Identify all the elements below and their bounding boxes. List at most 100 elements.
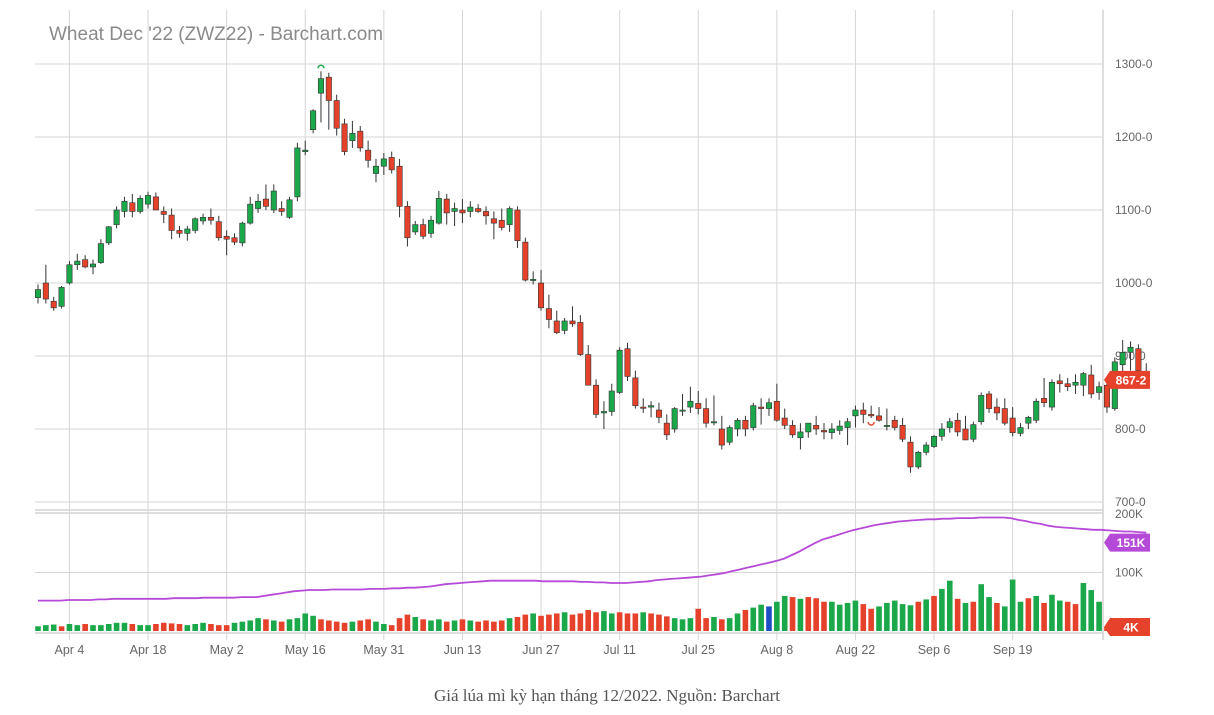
- candle-body: [129, 202, 136, 212]
- volume-bar: [349, 621, 356, 631]
- candle-body: [765, 402, 772, 409]
- candle-body: [1096, 386, 1103, 393]
- volume-bar: [412, 616, 419, 631]
- candle-body: [545, 308, 552, 320]
- volume-bar: [215, 625, 222, 631]
- volume-bar: [1017, 601, 1024, 631]
- volume-bar: [805, 597, 812, 631]
- candle-body: [475, 208, 482, 212]
- volume-bar: [844, 602, 851, 631]
- volume-bar: [813, 598, 819, 631]
- price-tick-label: 800-0: [1115, 422, 1146, 436]
- volume-bar: [836, 604, 843, 631]
- volume-bar: [121, 622, 128, 631]
- date-tick-label: Sep 19: [993, 643, 1033, 657]
- candle-body: [1048, 381, 1055, 408]
- candle-body: [891, 419, 898, 428]
- candle-body: [1135, 348, 1142, 371]
- candle-body: [412, 224, 419, 233]
- candle-body: [954, 419, 961, 433]
- volume-bar: [601, 611, 607, 631]
- volume-bar: [774, 601, 780, 631]
- candle-body: [50, 300, 57, 309]
- volume-bar: [648, 613, 654, 631]
- candle-body: [640, 406, 647, 409]
- candle-body: [498, 219, 505, 228]
- volume-bar: [475, 621, 481, 631]
- volume-bar: [1096, 601, 1102, 631]
- candle-body: [388, 157, 395, 171]
- candle-body: [632, 377, 639, 406]
- volume-tick-label: 200K: [1115, 507, 1143, 521]
- volume-bar: [333, 621, 340, 631]
- volume-bar: [758, 604, 764, 631]
- candle-body: [380, 158, 387, 167]
- candle-body: [938, 428, 945, 437]
- volume-bar: [884, 602, 890, 631]
- volume-bar: [247, 620, 254, 631]
- volume-bar: [546, 614, 552, 631]
- candle-body: [876, 415, 883, 421]
- candle-body: [200, 217, 207, 222]
- volume-bar: [640, 612, 647, 631]
- candle-body: [1080, 373, 1087, 386]
- volume-bar: [184, 625, 191, 631]
- last-volume-badge-shape: [1104, 618, 1150, 636]
- date-tick-label: Apr 4: [54, 643, 84, 657]
- date-tick-label: Jul 25: [682, 643, 715, 657]
- last-price-badge-shape: [1104, 370, 1150, 389]
- volume-bar: [939, 588, 945, 631]
- candle-body: [514, 209, 521, 241]
- volume-bar: [978, 584, 984, 631]
- volume-bar: [302, 613, 309, 631]
- volume-bar: [561, 612, 568, 631]
- candle-body: [1064, 383, 1071, 387]
- candle-body: [593, 384, 600, 415]
- price-tick-label: 700-0: [1115, 495, 1146, 509]
- candle-body: [207, 217, 214, 221]
- candle-body: [184, 228, 191, 234]
- volume-bar: [404, 614, 411, 631]
- candle-body: [270, 190, 277, 211]
- candle-body: [286, 199, 293, 218]
- candle-body: [365, 149, 372, 161]
- candle-body: [459, 209, 466, 214]
- candle-body: [1009, 417, 1016, 433]
- volume-bar: [506, 618, 513, 631]
- candle-body: [1056, 380, 1063, 385]
- extreme-markers: [317, 64, 875, 426]
- candle-body: [836, 425, 843, 431]
- volume-bar: [860, 604, 867, 631]
- volume-bar: [742, 609, 749, 631]
- volume-bar: [491, 621, 497, 631]
- volume-bar: [577, 613, 584, 631]
- date-tick-label: Jul 11: [603, 643, 635, 657]
- volume-bar: [153, 623, 159, 631]
- volume-bar: [428, 620, 434, 631]
- candle-body: [923, 444, 930, 453]
- volume-bar: [1025, 598, 1032, 631]
- candle-body: [1119, 352, 1126, 366]
- volume-bar: [341, 622, 348, 631]
- volume-bar: [263, 619, 269, 631]
- volume-axis-labels: 100K 200K: [1115, 507, 1143, 580]
- volume-bar: [986, 597, 992, 631]
- candle-body: [435, 198, 442, 224]
- candle-body: [655, 409, 662, 418]
- candle-body: [530, 279, 537, 281]
- candle-body: [223, 235, 230, 240]
- candle-body: [247, 203, 254, 224]
- candle-body: [852, 409, 859, 417]
- volume-bar: [420, 619, 426, 631]
- candle-body: [585, 354, 592, 386]
- candle-body: [899, 425, 906, 440]
- candle-body: [349, 133, 356, 141]
- volume-bar: [797, 598, 804, 631]
- volume-bar: [734, 613, 741, 631]
- candle-body: [781, 417, 788, 426]
- candle-body: [813, 425, 820, 430]
- candle-body: [467, 206, 474, 212]
- volume-bar: [829, 601, 835, 631]
- candle-body: [726, 427, 733, 443]
- volume-bar: [168, 623, 175, 631]
